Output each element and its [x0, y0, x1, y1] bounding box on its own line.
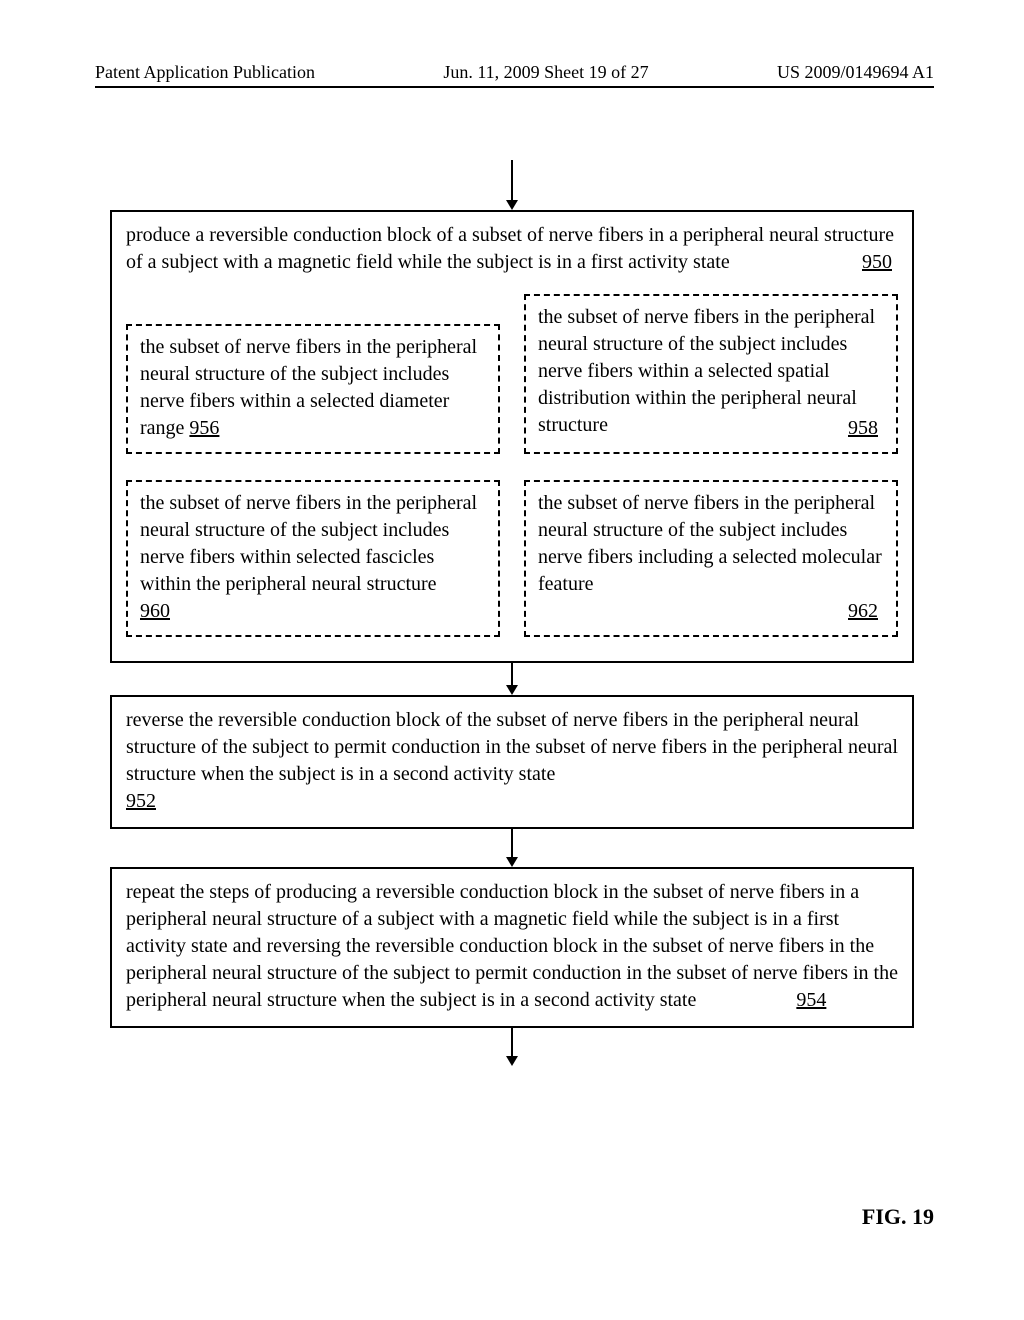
flowchart: produce a reversible conduction block of… — [110, 160, 914, 1066]
page-header: Patent Application Publication Jun. 11, … — [95, 62, 934, 88]
step-954-ref: 954 — [796, 989, 826, 1011]
substep-962: the subset of nerve fibers in the periph… — [524, 480, 898, 637]
step-952-text: reverse the reversible conduction block … — [126, 709, 898, 785]
arrow-950-952 — [110, 663, 914, 695]
step-954-text: repeat the steps of producing a reversib… — [126, 881, 898, 1011]
substep-960-ref: 960 — [140, 600, 170, 622]
header-center: Jun. 11, 2009 Sheet 19 of 27 — [443, 62, 648, 83]
figure-label: FIG. 19 — [862, 1204, 934, 1230]
header-left: Patent Application Publication — [95, 62, 315, 83]
step-954: repeat the steps of producing a reversib… — [110, 867, 914, 1028]
connector-line — [511, 160, 513, 200]
substep-960-text: the subset of nerve fibers in the periph… — [140, 492, 477, 595]
substep-958: the subset of nerve fibers in the periph… — [524, 294, 898, 454]
substep-960: the subset of nerve fibers in the periph… — [126, 480, 500, 637]
arrow-down-icon — [506, 200, 518, 210]
arrow-exit — [110, 1028, 914, 1066]
step-950-subgrid: the subset of nerve fibers in the periph… — [126, 294, 898, 637]
step-950-text: produce a reversible conduction block of… — [126, 222, 898, 276]
substep-956: the subset of nerve fibers in the periph… — [126, 324, 500, 454]
substep-962-text: the subset of nerve fibers in the periph… — [538, 492, 882, 595]
substep-958-text: the subset of nerve fibers in the periph… — [538, 306, 875, 436]
step-950-body: produce a reversible conduction block of… — [126, 224, 894, 273]
header-right: US 2009/0149694 A1 — [777, 62, 934, 83]
step-952: reverse the reversible conduction block … — [110, 695, 914, 829]
step-952-ref: 952 — [126, 790, 156, 812]
arrow-952-954 — [110, 829, 914, 867]
connector-line — [511, 663, 513, 685]
substep-958-ref: 958 — [848, 415, 878, 442]
arrow-entry — [110, 160, 914, 210]
arrow-down-icon — [506, 1056, 518, 1066]
connector-line — [511, 1028, 513, 1056]
substep-962-ref: 962 — [848, 598, 878, 625]
arrow-down-icon — [506, 857, 518, 867]
step-950: produce a reversible conduction block of… — [110, 210, 914, 663]
substep-956-ref: 956 — [189, 417, 219, 439]
arrow-down-icon — [506, 685, 518, 695]
connector-line — [511, 829, 513, 857]
step-950-ref: 950 — [862, 249, 892, 276]
page: Patent Application Publication Jun. 11, … — [0, 0, 1024, 1320]
